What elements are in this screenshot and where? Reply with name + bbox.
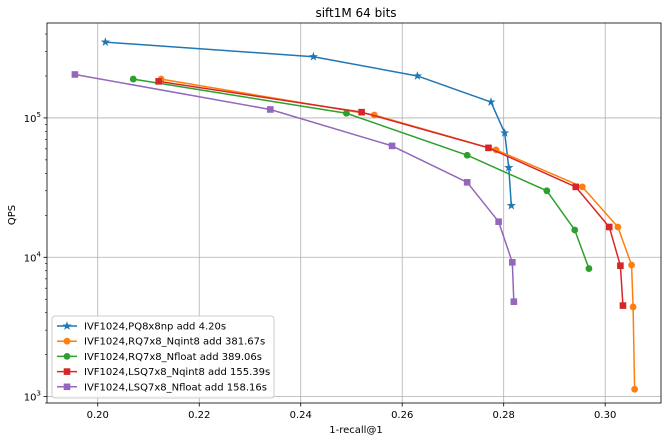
series-5 [71,71,518,305]
legend-swatch-marker [63,353,71,360]
data-point [342,109,350,117]
data-point [100,37,110,46]
data-point [358,108,365,116]
data-point [495,218,502,226]
legend-label: IVF1024,RQ7x8_Nfloat add 389.06s [84,352,262,363]
data-point [388,142,396,150]
legend-label: IVF1024,LSQ7x8_Nqint8 add 155.39s [84,367,270,378]
data-point [485,144,492,152]
data-point [631,385,639,393]
data-point [617,262,624,270]
legend-swatch-marker [63,368,71,375]
chart-title: sift1M 64 bits [315,6,396,20]
x-tick-label: 0.22 [188,410,210,421]
x-tick-label: 0.20 [87,410,109,421]
series-layer [71,37,639,393]
data-point [463,151,471,159]
y-axis-label: QPS [7,205,18,225]
x-tick-label: 0.30 [594,410,616,421]
x-tick-label: 0.26 [391,410,413,421]
legend-swatch-marker [63,383,71,391]
data-point [506,200,516,210]
data-point [71,71,79,78]
data-point [129,75,137,83]
data-point [629,303,637,311]
legend-swatch-marker [63,337,71,345]
legend-label: IVF1024,RQ7x8_Nqint8 add 381.67s [84,337,265,348]
data-point [571,226,579,234]
legend-swatch-marker [62,321,72,330]
legend: IVF1024,PQ8x8np add 4.20s IVF1024,RQ7x8_N… [51,315,275,399]
legend-label: IVF1024,PQ8x8np add 4.20s [84,322,226,333]
data-point [619,302,627,309]
data-point [572,183,580,191]
legend-label: IVF1024,LSQ7x8_Nfloat add 158.16s [84,382,267,393]
y-tick-label: 103 [24,390,41,404]
data-point [500,128,510,137]
series-line [74,73,515,302]
x-tick-label: 0.24 [290,410,312,421]
y-tick-label: 104 [24,250,42,264]
data-point [463,179,471,186]
data-point [266,106,274,113]
legend-item: IVF1024,LSQ7x8_Nfloat add 158.16s [57,382,267,393]
tick-layer: 0.20 0.22 0.24 0.26 0.28 0.30 103 104 105 [24,33,616,421]
x-tick-label: 0.28 [493,410,515,421]
series-line [105,41,513,206]
data-point [510,298,518,305]
data-point [578,183,586,191]
data-point [412,71,422,80]
data-point [504,162,514,172]
data-point [155,78,162,85]
legend-item: IVF1024,PQ8x8np add 4.20s [57,321,226,333]
legend-item: IVF1024,LSQ7x8_Nqint8 add 155.39s [57,367,270,378]
data-point [308,51,318,61]
legend-box [51,315,275,399]
x-axis-label: 1-recall@1 [329,425,383,436]
legend-item: IVF1024,RQ7x8_Nfloat add 389.06s [57,352,262,363]
data-point [486,97,496,106]
y-tick-label: 105 [24,111,41,125]
series-4 [155,78,627,309]
series-1 [100,37,516,210]
series-line [158,80,624,306]
data-point [614,223,622,231]
data-point [585,265,593,272]
data-point [509,259,516,266]
data-point [605,223,613,231]
plot-frame [46,22,662,404]
series-3 [129,75,593,272]
legend-item: IVF1024,RQ7x8_Nqint8 add 381.67s [57,337,265,348]
series-line [133,78,590,269]
data-point [543,187,551,195]
data-point [628,261,635,269]
